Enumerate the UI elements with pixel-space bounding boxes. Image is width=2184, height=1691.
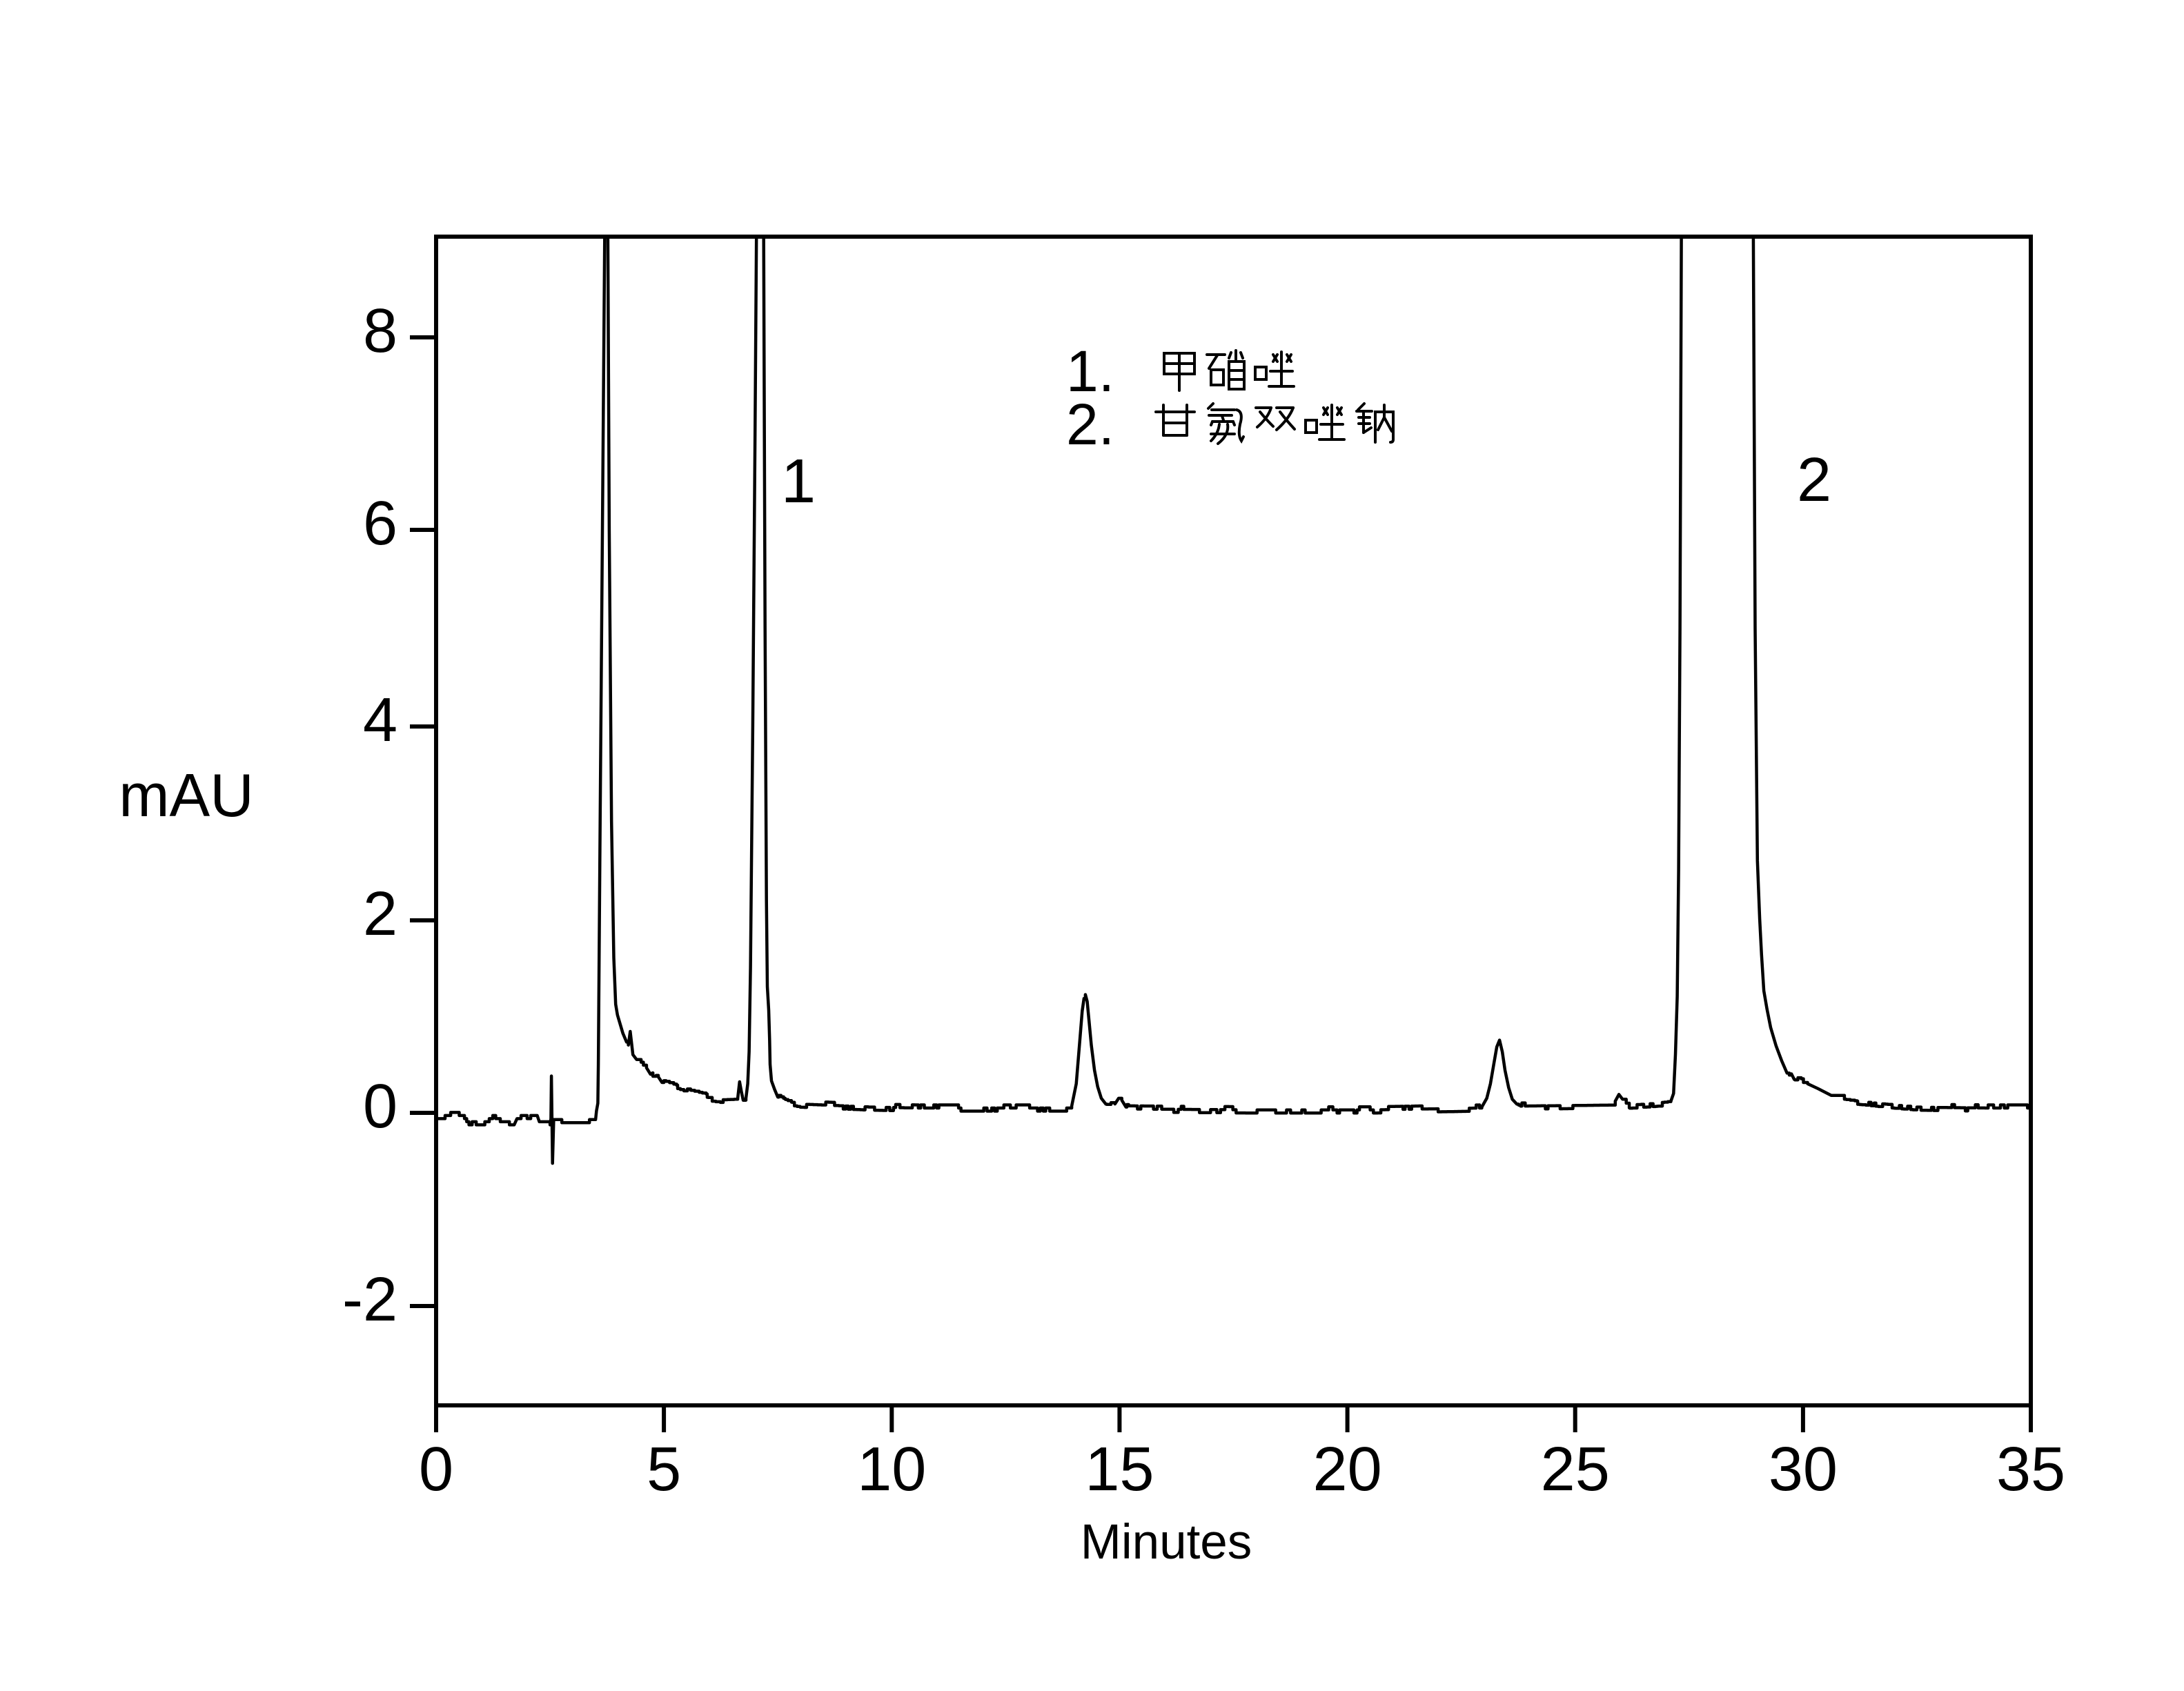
svg-text:0: 0 xyxy=(363,1072,397,1141)
svg-text:30: 30 xyxy=(1769,1435,1838,1504)
svg-text:25: 25 xyxy=(1541,1435,1610,1504)
svg-text:0: 0 xyxy=(419,1435,453,1504)
svg-text:10: 10 xyxy=(857,1435,926,1504)
svg-text:35: 35 xyxy=(1996,1435,2065,1504)
svg-text:2.: 2. xyxy=(1066,392,1114,457)
svg-text:1.: 1. xyxy=(1066,339,1114,404)
svg-text:5: 5 xyxy=(647,1435,681,1504)
svg-text:mAU: mAU xyxy=(119,761,254,829)
svg-text:Minutes: Minutes xyxy=(1081,1515,1252,1570)
svg-text:2: 2 xyxy=(363,880,397,949)
svg-text:15: 15 xyxy=(1085,1435,1154,1504)
svg-text:8: 8 xyxy=(363,297,397,366)
svg-text:2: 2 xyxy=(1797,446,1831,515)
svg-text:6: 6 xyxy=(363,489,397,558)
svg-text:4: 4 xyxy=(363,686,397,755)
svg-text:-2: -2 xyxy=(342,1265,397,1334)
svg-text:1: 1 xyxy=(781,447,816,516)
svg-text:20: 20 xyxy=(1313,1435,1382,1504)
